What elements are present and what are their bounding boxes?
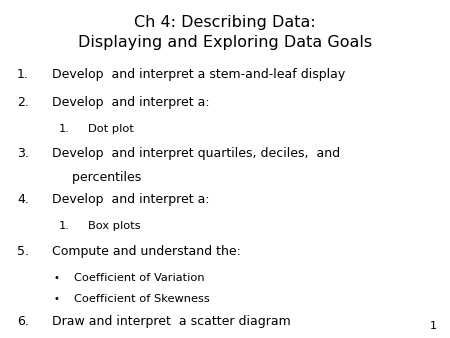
- Text: 6.: 6.: [17, 315, 29, 328]
- Text: Develop  and interpret a stem-and-leaf display: Develop and interpret a stem-and-leaf di…: [52, 68, 345, 80]
- Text: Displaying and Exploring Data Goals: Displaying and Exploring Data Goals: [78, 35, 372, 50]
- Text: •: •: [53, 273, 59, 283]
- Text: 3.: 3.: [17, 147, 29, 160]
- Text: 1.: 1.: [17, 68, 29, 80]
- Text: Develop  and interpret a:: Develop and interpret a:: [52, 96, 209, 108]
- Text: percentiles: percentiles: [52, 171, 141, 184]
- Text: 1: 1: [429, 321, 436, 331]
- Text: Compute and understand the:: Compute and understand the:: [52, 245, 241, 258]
- Text: Develop  and interpret quartiles, deciles,  and: Develop and interpret quartiles, deciles…: [52, 147, 340, 160]
- Text: Draw and interpret  a scatter diagram: Draw and interpret a scatter diagram: [52, 315, 291, 328]
- Text: 1.: 1.: [58, 221, 69, 231]
- Text: 4.: 4.: [17, 193, 29, 206]
- Text: •: •: [53, 294, 59, 304]
- Text: 5.: 5.: [17, 245, 29, 258]
- Text: 1.: 1.: [58, 124, 69, 134]
- Text: Ch 4: Describing Data:: Ch 4: Describing Data:: [134, 15, 316, 30]
- Text: Coefficient of Skewness: Coefficient of Skewness: [74, 294, 210, 304]
- Text: Dot plot: Dot plot: [88, 124, 134, 134]
- Text: Coefficient of Variation: Coefficient of Variation: [74, 273, 205, 283]
- Text: Box plots: Box plots: [88, 221, 140, 231]
- Text: 2.: 2.: [17, 96, 29, 108]
- Text: Develop  and interpret a:: Develop and interpret a:: [52, 193, 209, 206]
